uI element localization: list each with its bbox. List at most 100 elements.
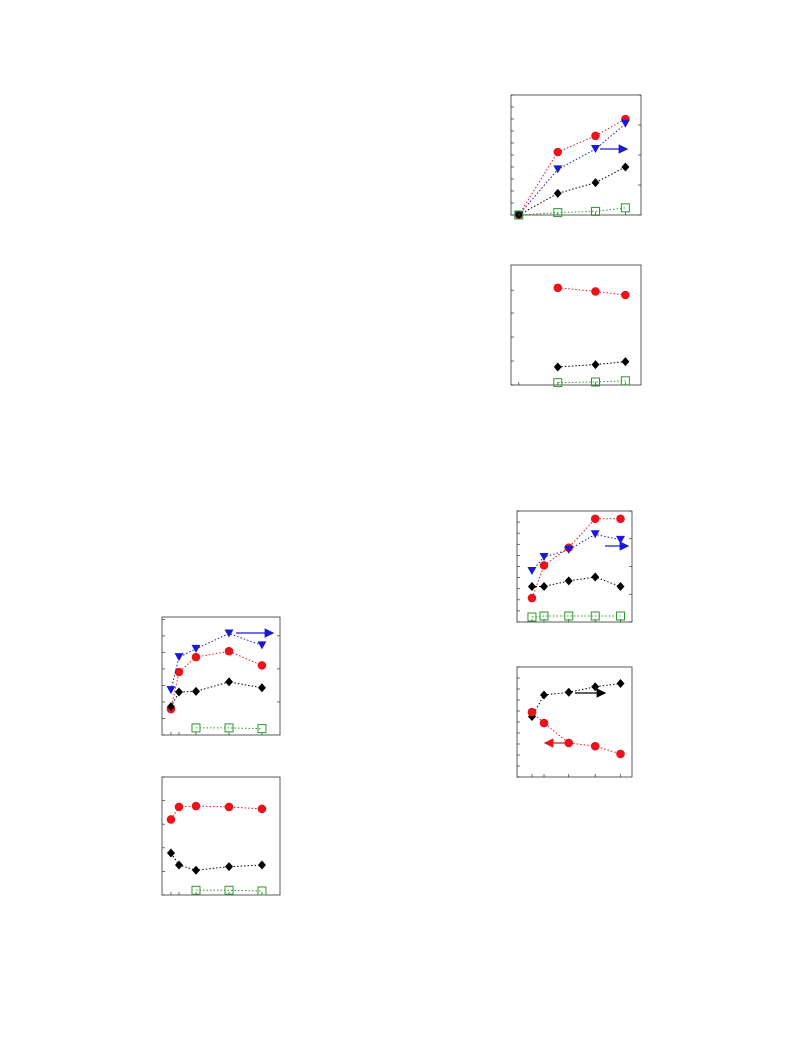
point bbox=[224, 802, 234, 812]
point bbox=[527, 612, 537, 622]
point bbox=[616, 679, 625, 688]
point bbox=[527, 593, 537, 603]
point bbox=[527, 707, 537, 717]
point bbox=[591, 178, 600, 188]
point bbox=[564, 576, 573, 586]
chart bbox=[510, 264, 642, 388]
series-line bbox=[531, 576, 621, 587]
series-line bbox=[518, 123, 626, 216]
point bbox=[620, 376, 630, 386]
series-line bbox=[531, 615, 621, 618]
point bbox=[257, 641, 267, 650]
point bbox=[616, 581, 625, 591]
point bbox=[191, 644, 201, 653]
point bbox=[174, 653, 184, 662]
series-line bbox=[531, 683, 621, 717]
plot-frame bbox=[161, 776, 281, 896]
point bbox=[191, 801, 201, 811]
series-line bbox=[518, 207, 626, 216]
plot-frame bbox=[516, 510, 633, 623]
series-line bbox=[170, 632, 263, 691]
series-line bbox=[518, 166, 626, 216]
point bbox=[225, 677, 234, 687]
point bbox=[174, 667, 184, 677]
point bbox=[539, 718, 549, 728]
point bbox=[616, 611, 625, 621]
series-line bbox=[195, 727, 262, 730]
point bbox=[166, 815, 176, 824]
point bbox=[257, 886, 267, 896]
plot-frame bbox=[516, 666, 633, 778]
point bbox=[553, 283, 563, 293]
point bbox=[553, 208, 563, 218]
point bbox=[620, 203, 630, 213]
series-line bbox=[531, 518, 621, 599]
series-line bbox=[531, 711, 621, 755]
point bbox=[564, 738, 574, 748]
point bbox=[166, 702, 175, 712]
point bbox=[540, 581, 549, 591]
point bbox=[527, 566, 537, 575]
point bbox=[564, 687, 573, 697]
point bbox=[553, 165, 563, 174]
point bbox=[591, 206, 600, 216]
point bbox=[191, 865, 200, 875]
point bbox=[527, 581, 536, 591]
point bbox=[174, 860, 183, 870]
point bbox=[225, 862, 234, 872]
point bbox=[553, 362, 562, 372]
point bbox=[540, 690, 549, 700]
point bbox=[590, 514, 600, 524]
point bbox=[621, 162, 630, 172]
point bbox=[166, 848, 175, 858]
point bbox=[257, 804, 267, 814]
point bbox=[616, 535, 625, 544]
point bbox=[514, 210, 524, 220]
point bbox=[539, 561, 549, 570]
series-line bbox=[195, 889, 262, 892]
point bbox=[590, 530, 600, 539]
point bbox=[191, 723, 201, 733]
point bbox=[191, 686, 200, 696]
series-line bbox=[170, 681, 263, 707]
point bbox=[191, 885, 201, 895]
series-line bbox=[170, 852, 262, 871]
point bbox=[620, 119, 630, 128]
point bbox=[591, 131, 600, 141]
point bbox=[191, 652, 201, 662]
point bbox=[174, 687, 183, 697]
chart bbox=[516, 510, 633, 623]
series-line bbox=[170, 805, 262, 820]
point bbox=[616, 514, 625, 524]
point bbox=[257, 683, 266, 693]
point bbox=[616, 749, 625, 759]
point bbox=[553, 378, 563, 388]
chart bbox=[516, 666, 633, 778]
point bbox=[621, 290, 630, 300]
point bbox=[590, 741, 600, 751]
plot-frame bbox=[161, 616, 281, 736]
point bbox=[224, 646, 234, 656]
series-line bbox=[170, 650, 263, 710]
point bbox=[539, 552, 549, 561]
chart bbox=[161, 776, 281, 896]
point bbox=[591, 360, 600, 370]
point bbox=[591, 287, 600, 296]
point bbox=[590, 611, 600, 621]
point bbox=[257, 724, 267, 734]
point bbox=[621, 357, 630, 367]
series-line bbox=[557, 361, 626, 368]
plot-frame bbox=[510, 264, 642, 386]
point bbox=[591, 377, 600, 387]
point bbox=[591, 572, 600, 582]
point bbox=[564, 545, 574, 554]
point bbox=[257, 661, 267, 670]
point bbox=[553, 188, 562, 198]
point bbox=[224, 629, 234, 638]
point bbox=[224, 723, 234, 733]
point bbox=[166, 686, 176, 695]
point bbox=[174, 802, 184, 812]
point bbox=[257, 860, 266, 870]
